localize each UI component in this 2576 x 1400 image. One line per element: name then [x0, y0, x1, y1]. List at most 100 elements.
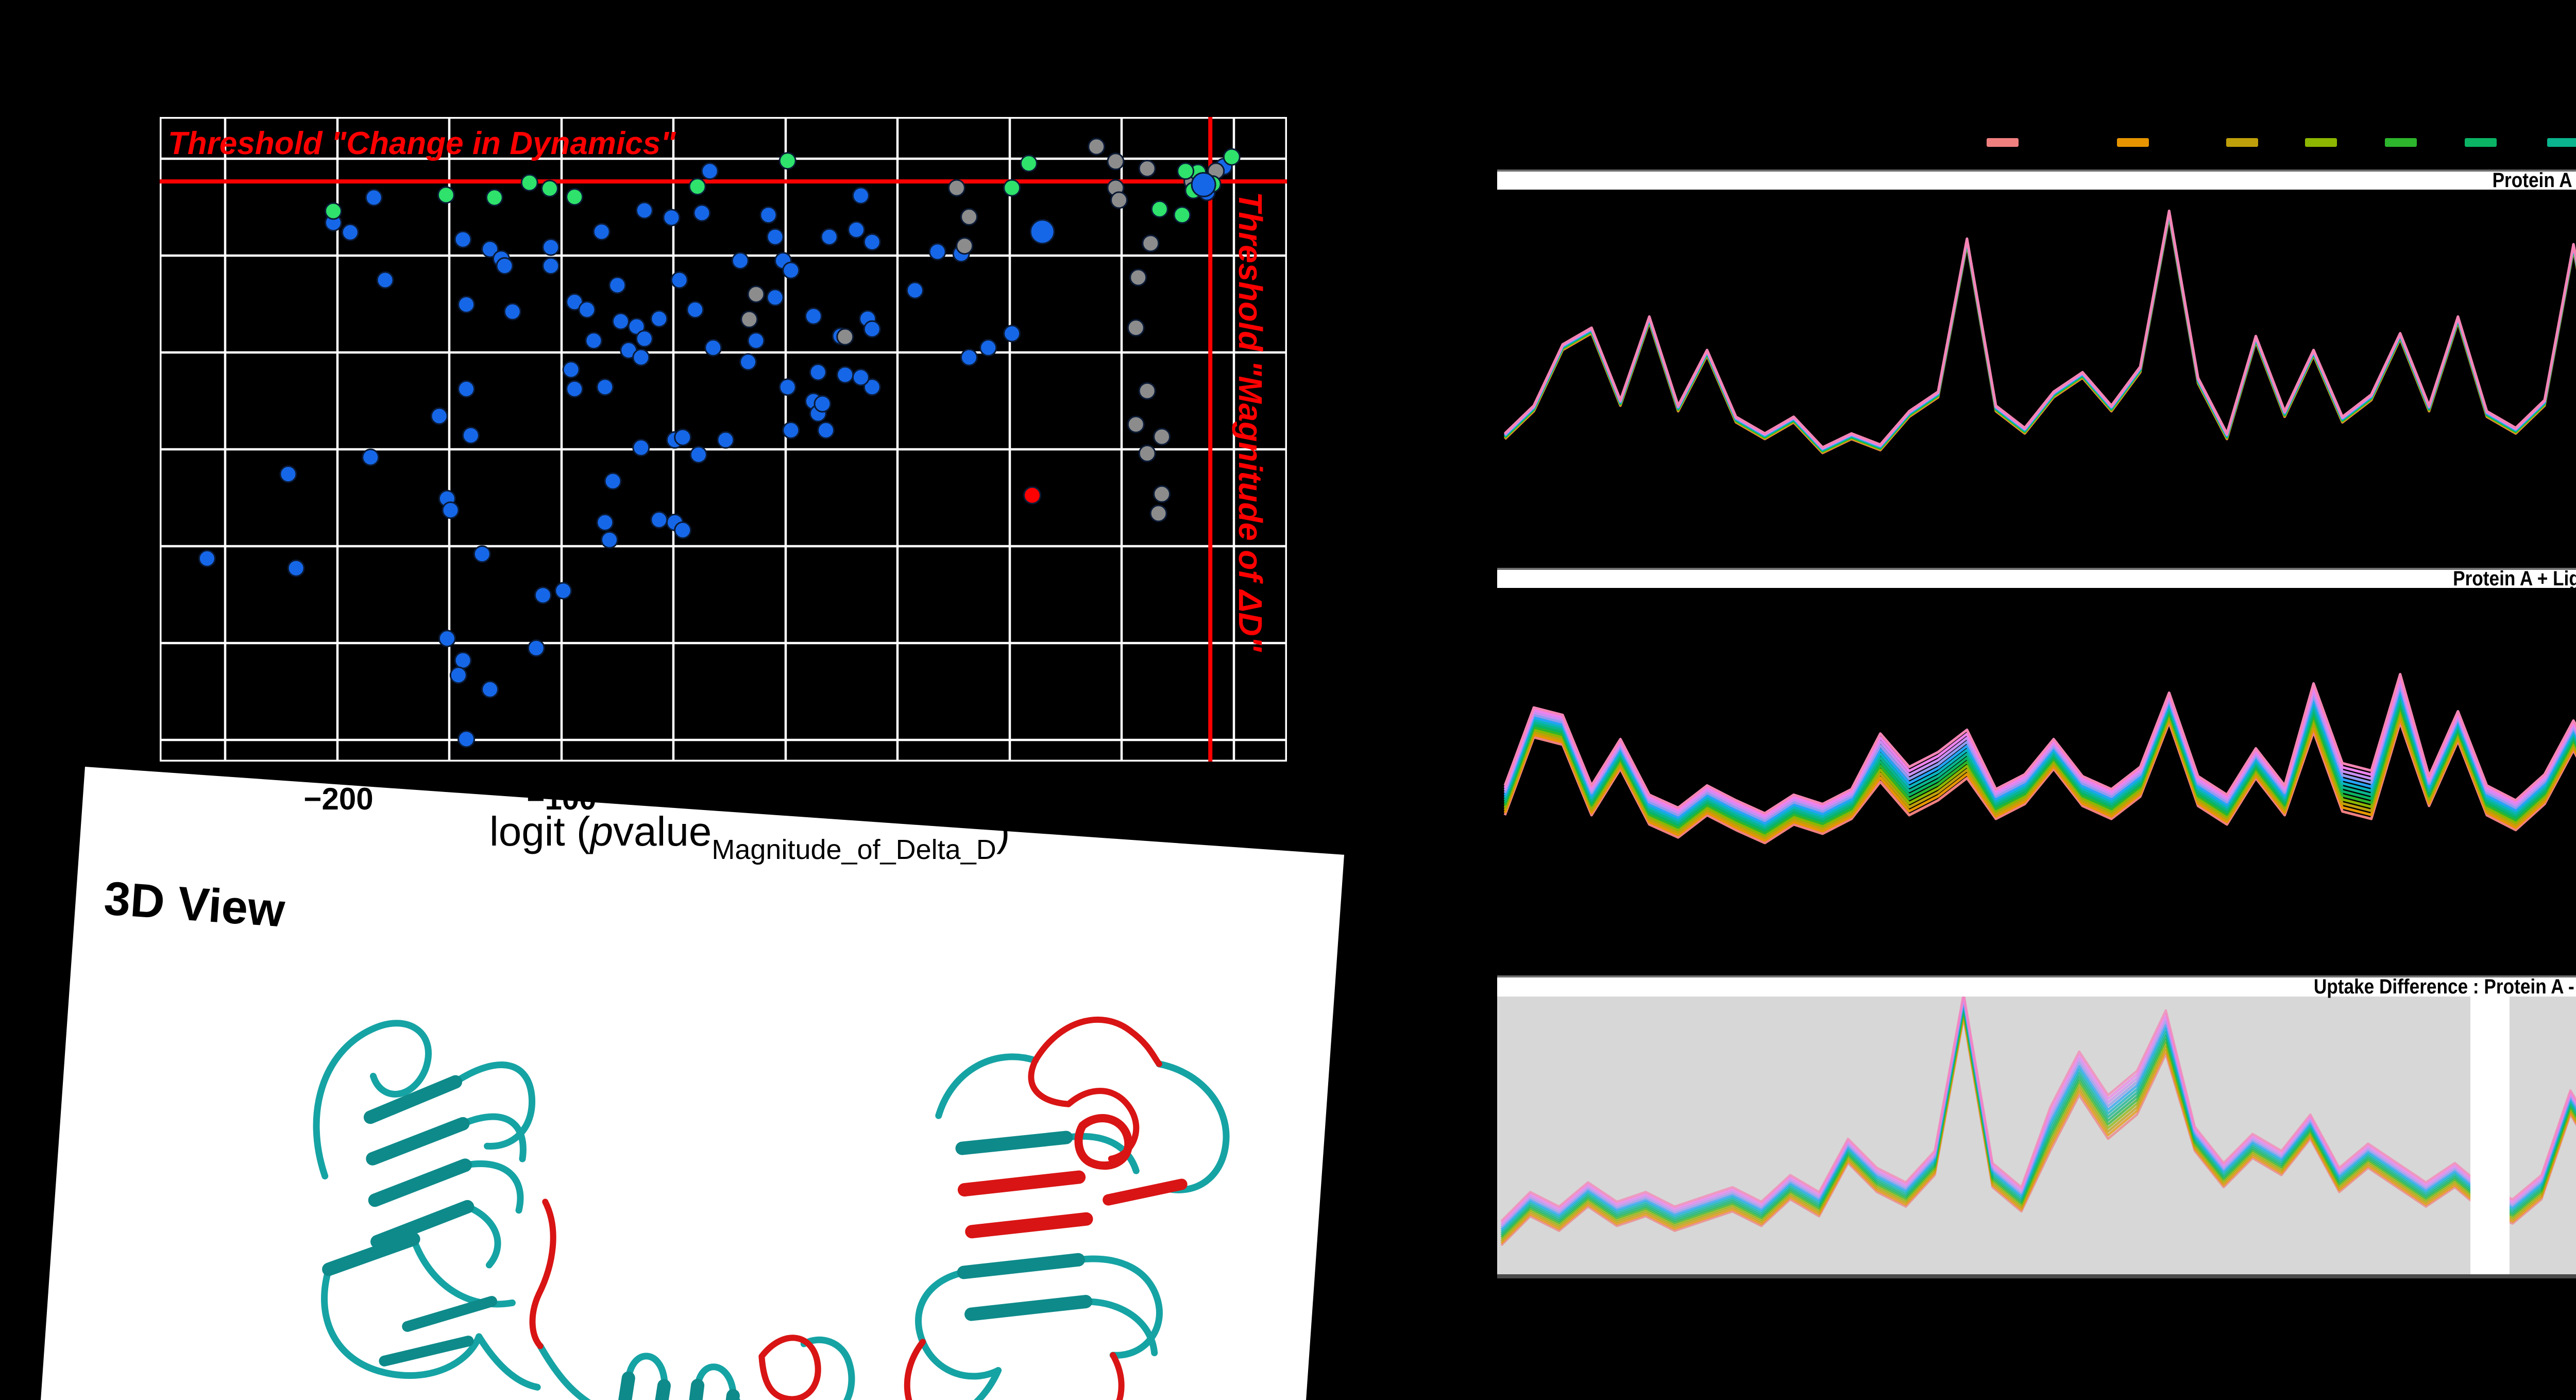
volcano-point[interactable] [1023, 486, 1041, 504]
volcano-point[interactable] [566, 188, 584, 206]
volcano-point[interactable] [689, 446, 707, 464]
volcano-point[interactable] [782, 421, 800, 439]
volcano-point[interactable] [979, 339, 997, 357]
volcano-point[interactable] [438, 630, 456, 648]
uptake-series[interactable] [1504, 215, 2576, 454]
uptake-series[interactable] [1503, 660, 2576, 830]
volcano-point[interactable] [562, 361, 580, 379]
volcano-point[interactable] [485, 189, 503, 207]
volcano-point[interactable] [608, 276, 626, 294]
volcano-point[interactable] [863, 378, 881, 396]
legend-swatch-2[interactable] [2117, 138, 2149, 147]
uptake-series[interactable] [1503, 638, 2576, 817]
volcano-point[interactable] [481, 680, 499, 698]
volcano-point[interactable] [1138, 382, 1156, 400]
volcano-point[interactable] [457, 380, 476, 398]
volcano-point[interactable] [693, 204, 711, 222]
volcano-point[interactable] [686, 301, 704, 318]
volcano-point[interactable] [852, 187, 870, 205]
volcano-point[interactable] [1153, 428, 1171, 446]
volcano-point[interactable] [279, 465, 297, 483]
volcano-point[interactable] [365, 189, 383, 207]
volcano-point[interactable] [635, 330, 653, 348]
volcano-point[interactable] [747, 332, 765, 350]
3d-structure-panel[interactable]: 3D View [27, 767, 1345, 1400]
volcano-point[interactable] [650, 310, 668, 328]
volcano-point[interactable] [632, 348, 650, 366]
volcano-point[interactable] [817, 421, 835, 439]
volcano-point[interactable] [1029, 219, 1055, 245]
volcano-point[interactable] [836, 366, 854, 384]
volcano-point[interactable] [1153, 485, 1171, 503]
volcano-point[interactable] [325, 202, 342, 220]
volcano-point[interactable] [601, 531, 618, 549]
volcano-point[interactable] [430, 407, 448, 425]
uptake-series[interactable] [1503, 677, 2576, 839]
volcano-point[interactable] [496, 257, 514, 275]
volcano-point[interactable] [612, 312, 630, 330]
volcano-point[interactable] [960, 208, 978, 226]
volcano-point[interactable] [1129, 268, 1147, 286]
volcano-point[interactable] [766, 228, 784, 246]
volcano-point[interactable] [740, 310, 758, 328]
volcano-point[interactable] [674, 521, 692, 539]
volcano-point[interactable] [670, 271, 688, 289]
uptake-chart-protein-a-ligand[interactable] [1497, 587, 2576, 973]
volcano-point[interactable] [628, 317, 646, 335]
volcano-point[interactable] [1138, 445, 1156, 462]
uptake-difference-chart[interactable] [1497, 996, 2576, 1278]
volcano-point[interactable] [1142, 234, 1160, 252]
volcano-point[interactable] [287, 559, 305, 577]
uptake-series[interactable] [1503, 642, 2576, 820]
legend-swatch-3[interactable] [2226, 138, 2258, 147]
uptake-series[interactable] [1504, 194, 2576, 449]
legend-swatch-4[interactable] [2305, 138, 2337, 147]
volcano-point[interactable] [578, 301, 596, 318]
volcano-point[interactable] [503, 302, 521, 321]
volcano-point[interactable] [457, 296, 476, 313]
volcano-point[interactable] [1127, 319, 1145, 337]
volcano-point[interactable] [1110, 191, 1128, 209]
volcano-point[interactable] [596, 378, 614, 396]
volcano-point[interactable] [1173, 206, 1191, 224]
volcano-point[interactable] [947, 179, 965, 197]
legend-swatch-7[interactable] [2547, 138, 2576, 147]
volcano-point[interactable] [1003, 179, 1021, 197]
volcano-point[interactable] [462, 427, 480, 444]
volcano-plot[interactable] [160, 117, 1287, 762]
volcano-point[interactable] [1127, 415, 1145, 433]
volcano-point[interactable] [836, 328, 854, 346]
uptake-series[interactable] [1500, 996, 2576, 1222]
volcano-point[interactable] [1020, 155, 1038, 173]
legend-swatch-6[interactable] [2465, 138, 2497, 147]
volcano-point[interactable] [1003, 325, 1021, 343]
volcano-point[interactable] [542, 257, 560, 275]
legend-swatch-5[interactable] [2385, 138, 2417, 147]
volcano-point[interactable] [782, 261, 800, 279]
volcano-point[interactable] [739, 353, 757, 371]
volcano-point[interactable] [376, 271, 394, 289]
volcano-point[interactable] [527, 639, 545, 657]
volcano-point[interactable] [766, 289, 784, 307]
volcano-point[interactable] [481, 240, 499, 258]
volcano-point[interactable] [1191, 172, 1216, 197]
volcano-point[interactable] [674, 428, 692, 446]
uptake-series[interactable] [1503, 655, 2576, 827]
volcano-point[interactable] [442, 501, 460, 519]
uptake-chart-protein-a[interactable] [1497, 189, 2576, 564]
volcano-point[interactable] [520, 174, 538, 192]
volcano-point[interactable] [635, 201, 653, 220]
volcano-point[interactable] [747, 285, 765, 303]
volcano-point[interactable] [863, 320, 881, 338]
uptake-series[interactable] [1504, 214, 2576, 454]
volcano-point[interactable] [449, 666, 467, 684]
volcano-point[interactable] [596, 513, 614, 531]
volcano-point[interactable] [604, 472, 622, 490]
volcano-point[interactable] [759, 206, 777, 224]
volcano-point[interactable] [541, 179, 558, 197]
volcano-point[interactable] [906, 281, 924, 299]
volcano-point[interactable] [863, 233, 881, 251]
volcano-point[interactable] [701, 162, 719, 180]
volcano-point[interactable] [1223, 148, 1241, 166]
volcano-point[interactable] [198, 549, 216, 567]
